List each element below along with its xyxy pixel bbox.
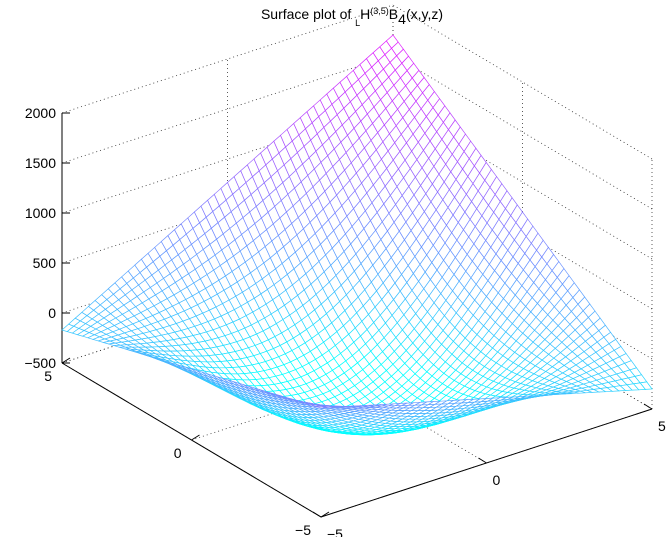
y-tick-label: −5 [295, 522, 311, 537]
y-tick-mark [191, 434, 200, 441]
x-tick-mark [312, 511, 322, 518]
surface-cell [639, 381, 653, 390]
title-sub: L [355, 18, 360, 28]
title-func-sub: 4 [398, 11, 406, 27]
title-prefix: Surface plot of [261, 6, 355, 22]
axes [61, 112, 653, 518]
x-tick-mark [643, 403, 653, 410]
y-tick-label: 0 [174, 445, 182, 461]
surface-mesh [61, 34, 653, 436]
title-func: B [389, 6, 398, 22]
y-tick-label: 5 [44, 368, 52, 384]
x-tick-label: −5 [327, 526, 343, 537]
title-sup: (3,5) [370, 6, 389, 16]
y-tick-mark [320, 511, 330, 518]
chart-title: Surface plot of LH(3,5)B4(x,y,z) [261, 6, 443, 28]
z-tick-label: 500 [33, 255, 57, 271]
y-tick-mark [61, 357, 71, 364]
x-tick-label: 0 [493, 472, 501, 488]
z-tick-label: 0 [48, 305, 56, 321]
title-main: H [360, 6, 370, 22]
title-args: (x,y,z) [406, 6, 443, 22]
x-tick-label: 5 [658, 418, 666, 434]
z-tick-label: 2000 [25, 105, 56, 121]
tick-labels: −500 0 500 1000 1500 2000 −5 0 5 −5 0 5 [24, 105, 666, 537]
z-tick-label: 1500 [25, 155, 56, 171]
z-tick-label: 1000 [25, 205, 56, 221]
z-tick-label: −500 [24, 355, 56, 371]
x-tick-mark [478, 457, 487, 464]
